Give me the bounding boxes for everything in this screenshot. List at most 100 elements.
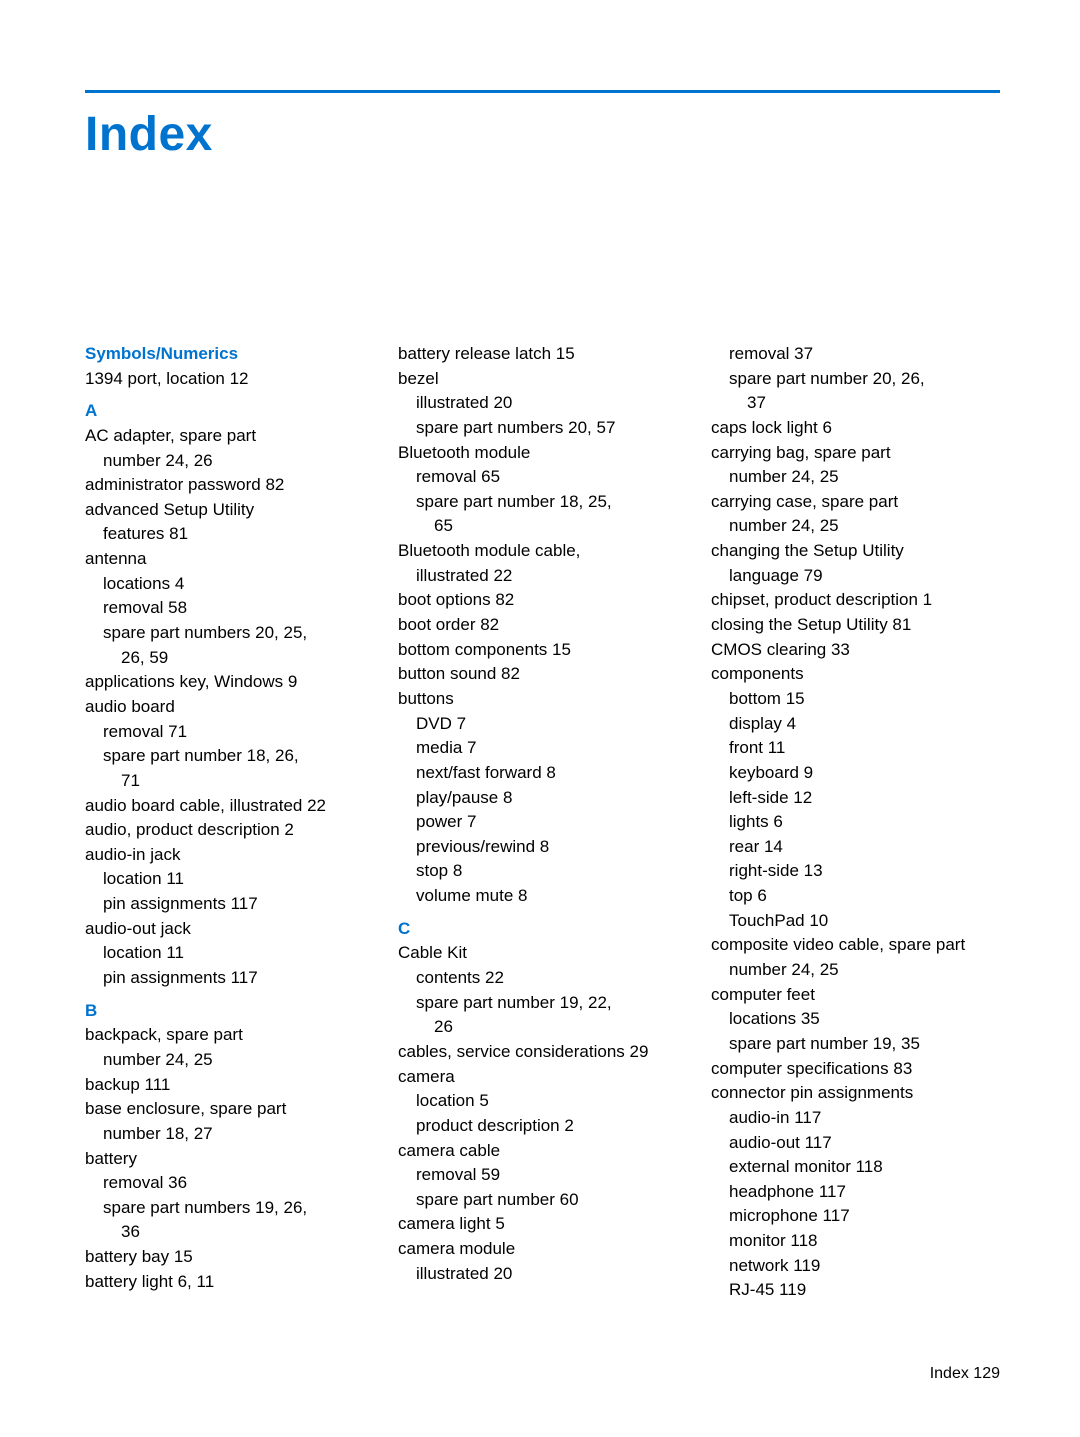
index-subentry: removal 59 <box>398 1163 687 1188</box>
index-subentry-cont: 37 <box>711 391 1000 416</box>
index-subentry: left-side 12 <box>711 786 1000 811</box>
index-entry: closing the Setup Utility 81 <box>711 613 1000 638</box>
index-entry: Cable Kit <box>398 941 687 966</box>
index-entry: audio-out jack <box>85 917 374 942</box>
index-entry: connector pin assignments <box>711 1081 1000 1106</box>
top-rule <box>85 90 1000 93</box>
index-subentry: spare part number 19, 35 <box>711 1032 1000 1057</box>
index-subentry: network 119 <box>711 1254 1000 1279</box>
index-entry: computer specifications 83 <box>711 1057 1000 1082</box>
footer-page-number: 129 <box>973 1365 1000 1382</box>
index-subentry-cont: 26 <box>398 1015 687 1040</box>
footer-label: Index <box>930 1365 969 1382</box>
index-entry: battery bay 15 <box>85 1245 374 1270</box>
index-subentry: number 18, 27 <box>85 1122 374 1147</box>
index-subentry: previous/rewind 8 <box>398 835 687 860</box>
index-subentry: illustrated 20 <box>398 1262 687 1287</box>
index-subentry: pin assignments 117 <box>85 966 374 991</box>
index-subentry-cont: 26, 59 <box>85 646 374 671</box>
index-entry: backup 111 <box>85 1073 374 1098</box>
index-subentry: number 24, 25 <box>711 465 1000 490</box>
index-subentry: removal 71 <box>85 720 374 745</box>
index-subentry: monitor 118 <box>711 1229 1000 1254</box>
index-subentry: keyboard 9 <box>711 761 1000 786</box>
index-columns: Symbols/Numerics 1394 port, location 12 … <box>85 342 1000 1303</box>
index-subentry-cont: 65 <box>398 514 687 539</box>
index-subentry: removal 37 <box>711 342 1000 367</box>
index-entry: advanced Setup Utility <box>85 498 374 523</box>
index-subentry: next/fast forward 8 <box>398 761 687 786</box>
index-subentry: spare part number 19, 22, <box>398 991 687 1016</box>
index-entry: battery <box>85 1147 374 1172</box>
index-entry: CMOS clearing 33 <box>711 638 1000 663</box>
index-subentry: RJ-45 119 <box>711 1278 1000 1303</box>
index-entry: camera cable <box>398 1139 687 1164</box>
index-subentry: illustrated 20 <box>398 391 687 416</box>
index-subentry: audio-out 117 <box>711 1131 1000 1156</box>
index-subentry: headphone 117 <box>711 1180 1000 1205</box>
index-subentry: play/pause 8 <box>398 786 687 811</box>
index-entry: battery light 6, 11 <box>85 1270 374 1295</box>
index-entry: base enclosure, spare part <box>85 1097 374 1122</box>
page: Index Symbols/Numerics 1394 port, locati… <box>0 0 1080 1343</box>
index-subentry: TouchPad 10 <box>711 909 1000 934</box>
index-entry: cables, service considerations 29 <box>398 1040 687 1065</box>
index-entry: battery release latch 15 <box>398 342 687 367</box>
index-entry: computer feet <box>711 983 1000 1008</box>
column-2: battery release latch 15 bezel illustrat… <box>398 342 687 1303</box>
index-subentry: spare part numbers 20, 57 <box>398 416 687 441</box>
index-subentry: external monitor 118 <box>711 1155 1000 1180</box>
index-entry: Bluetooth module <box>398 441 687 466</box>
index-subentry: rear 14 <box>711 835 1000 860</box>
index-entry: audio-in jack <box>85 843 374 868</box>
index-entry: buttons <box>398 687 687 712</box>
index-entry: camera light 5 <box>398 1212 687 1237</box>
section-head-b: B <box>85 999 374 1024</box>
index-subentry: features 81 <box>85 522 374 547</box>
index-entry: backpack, spare part <box>85 1023 374 1048</box>
index-subentry-cont: 71 <box>85 769 374 794</box>
index-subentry: location 11 <box>85 941 374 966</box>
index-subentry: spare part number 60 <box>398 1188 687 1213</box>
index-subentry: contents 22 <box>398 966 687 991</box>
index-entry: boot options 82 <box>398 588 687 613</box>
index-subentry: location 11 <box>85 867 374 892</box>
index-entry: bottom components 15 <box>398 638 687 663</box>
index-subentry: spare part numbers 19, 26, <box>85 1196 374 1221</box>
index-subentry: power 7 <box>398 810 687 835</box>
index-entry: composite video cable, spare part <box>711 933 1000 958</box>
index-entry: audio, product description 2 <box>85 818 374 843</box>
index-subentry: locations 4 <box>85 572 374 597</box>
index-subentry-cont: 36 <box>85 1220 374 1245</box>
index-entry: camera <box>398 1065 687 1090</box>
index-subentry: removal 65 <box>398 465 687 490</box>
index-subentry: number 24, 25 <box>85 1048 374 1073</box>
section-head-a: A <box>85 399 374 424</box>
index-entry: AC adapter, spare part <box>85 424 374 449</box>
index-entry: audio board <box>85 695 374 720</box>
index-subentry: right-side 13 <box>711 859 1000 884</box>
index-entry: Bluetooth module cable, <box>398 539 687 564</box>
index-subentry: language 79 <box>711 564 1000 589</box>
index-entry: administrator password 82 <box>85 473 374 498</box>
index-entry: camera module <box>398 1237 687 1262</box>
index-entry: applications key, Windows 9 <box>85 670 374 695</box>
index-subentry: spare part numbers 20, 25, <box>85 621 374 646</box>
index-subentry: front 11 <box>711 736 1000 761</box>
index-entry: 1394 port, location 12 <box>85 367 374 392</box>
column-1: Symbols/Numerics 1394 port, location 12 … <box>85 342 374 1303</box>
page-title: Index <box>85 107 1000 162</box>
index-subentry: number 24, 25 <box>711 958 1000 983</box>
index-entry: boot order 82 <box>398 613 687 638</box>
index-subentry: locations 35 <box>711 1007 1000 1032</box>
index-entry: changing the Setup Utility <box>711 539 1000 564</box>
section-head-c: C <box>398 917 687 942</box>
index-subentry: product description 2 <box>398 1114 687 1139</box>
index-entry: carrying case, spare part <box>711 490 1000 515</box>
index-subentry: spare part number 20, 26, <box>711 367 1000 392</box>
index-entry: bezel <box>398 367 687 392</box>
index-subentry: volume mute 8 <box>398 884 687 909</box>
section-head-symbols: Symbols/Numerics <box>85 342 374 367</box>
index-subentry: location 5 <box>398 1089 687 1114</box>
index-subentry: stop 8 <box>398 859 687 884</box>
